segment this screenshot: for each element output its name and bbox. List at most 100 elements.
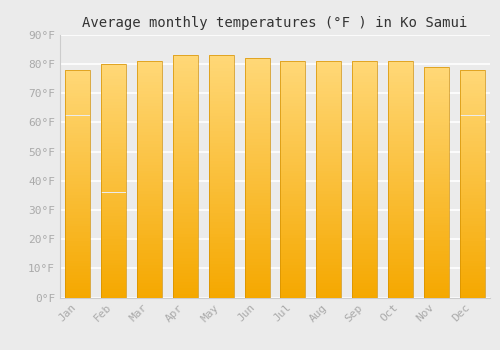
Bar [137, 176, 162, 179]
Bar [352, 212, 377, 215]
Bar [173, 195, 198, 198]
Bar [101, 96, 126, 99]
Bar [316, 82, 342, 85]
Bar [244, 232, 270, 235]
Bar [316, 191, 342, 194]
Bar [173, 125, 198, 128]
Bar [460, 195, 484, 198]
Bar [280, 114, 305, 117]
Bar [388, 274, 413, 277]
Bar [460, 221, 484, 224]
Bar [101, 242, 126, 245]
Bar [66, 272, 90, 275]
Bar [66, 124, 90, 127]
Bar [388, 138, 413, 141]
Bar [424, 122, 449, 125]
Bar [101, 289, 126, 292]
Bar [424, 73, 449, 76]
Bar [66, 149, 90, 153]
Bar [208, 137, 234, 140]
Bar [137, 123, 162, 126]
Bar [137, 280, 162, 283]
Bar [208, 213, 234, 216]
Bar [244, 265, 270, 268]
Bar [244, 124, 270, 127]
Bar [280, 218, 305, 221]
Bar [137, 147, 162, 150]
Bar [280, 129, 305, 132]
Bar [316, 259, 342, 262]
Bar [137, 289, 162, 292]
Bar [316, 97, 342, 100]
Bar [208, 149, 234, 152]
Bar [244, 127, 270, 130]
Bar [460, 244, 484, 246]
Bar [460, 181, 484, 184]
Bar [173, 86, 198, 89]
Bar [460, 116, 484, 118]
Bar [316, 289, 342, 292]
Bar [101, 114, 126, 117]
Bar [137, 182, 162, 185]
Bar [280, 103, 305, 106]
Bar [388, 218, 413, 221]
Bar [244, 142, 270, 145]
Bar [424, 116, 449, 119]
Bar [173, 134, 198, 137]
Bar [352, 111, 377, 114]
Bar [424, 162, 449, 165]
Bar [316, 215, 342, 218]
Bar [244, 235, 270, 238]
Bar [173, 288, 198, 292]
Bar [388, 88, 413, 91]
Bar [460, 158, 484, 161]
Bar [424, 274, 449, 277]
Bar [388, 79, 413, 82]
Bar [173, 83, 198, 86]
Bar [208, 216, 234, 219]
Bar [244, 88, 270, 91]
Bar [66, 104, 90, 107]
Bar [388, 120, 413, 123]
Bar [424, 257, 449, 260]
Bar [388, 67, 413, 70]
Bar [388, 85, 413, 88]
Bar [280, 203, 305, 206]
Bar [173, 176, 198, 180]
Bar [101, 230, 126, 233]
Bar [208, 282, 234, 285]
Bar [173, 225, 198, 228]
Bar [101, 82, 126, 85]
Bar [66, 209, 90, 212]
Bar [388, 170, 413, 174]
Bar [208, 170, 234, 174]
Bar [424, 145, 449, 148]
Bar [101, 105, 126, 108]
Bar [173, 98, 198, 101]
Bar [137, 212, 162, 215]
Bar [424, 243, 449, 246]
Bar [208, 158, 234, 161]
Bar [173, 55, 198, 298]
Bar [101, 292, 126, 295]
Bar [352, 91, 377, 94]
Bar [280, 268, 305, 271]
Bar [208, 292, 234, 294]
Bar [460, 130, 484, 133]
Bar [424, 211, 449, 214]
Bar [66, 275, 90, 278]
Bar [280, 247, 305, 250]
Bar [388, 114, 413, 117]
Bar [460, 161, 484, 164]
Bar [388, 176, 413, 179]
Bar [316, 274, 342, 277]
Bar [352, 283, 377, 286]
Bar [137, 135, 162, 138]
Bar [352, 120, 377, 123]
Bar [280, 265, 305, 268]
Bar [244, 172, 270, 175]
Bar [460, 206, 484, 209]
Bar [173, 240, 198, 243]
Bar [316, 182, 342, 185]
Bar [137, 108, 162, 111]
